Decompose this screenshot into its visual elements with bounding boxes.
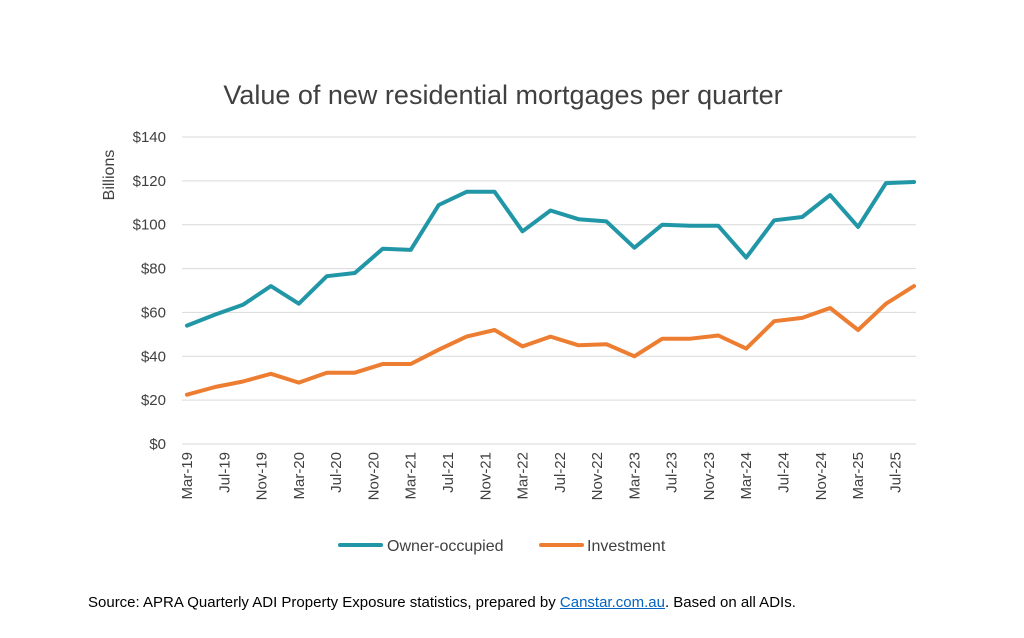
x-tick-label: Mar-25: [850, 452, 867, 500]
x-tick-label: Nov-22: [589, 452, 606, 500]
y-axis-ticks: $0 $20 $40 $60 $80 $100 $120 $140: [133, 129, 166, 453]
legend-label: Investment: [587, 538, 666, 555]
x-tick-label: Jul-23: [664, 452, 681, 493]
y-tick-label: $100: [133, 217, 166, 234]
x-tick-label: Jul-20: [328, 452, 345, 493]
x-tick-label: Mar-20: [291, 452, 308, 500]
x-tick-label: Jul-24: [776, 452, 793, 493]
y-tick-label: $20: [141, 392, 166, 409]
gridlines: [182, 136, 916, 445]
x-tick-label: Nov-19: [254, 452, 271, 500]
x-tick-label: Jul-25: [887, 452, 904, 493]
y-tick-label: $140: [133, 129, 166, 146]
x-tick-label: Nov-24: [813, 452, 830, 500]
x-tick-label: Mar-23: [626, 452, 643, 500]
x-tick-label: Mar-19: [179, 452, 196, 500]
canstar-link[interactable]: Canstar.com.au: [559, 594, 665, 611]
footnote-suffix: . Based on all ADIs.: [664, 594, 796, 611]
x-tick-label: Mar-22: [515, 452, 532, 500]
y-axis-label: Billions: [101, 150, 118, 201]
y-tick-label: $80: [141, 261, 166, 278]
y-tick-label: $40: [141, 348, 166, 365]
x-tick-label: Nov-20: [365, 452, 382, 500]
chart-title: Value of new residential mortgages per q…: [223, 80, 782, 110]
y-tick-label: $120: [133, 173, 166, 190]
footnote-prefix: Source: APRA Quarterly ADI Property Expo…: [88, 594, 560, 611]
x-tick-label: Jul-19: [216, 452, 233, 493]
legend-label: Owner-occupied: [387, 538, 504, 555]
source-footnote: Source: APRA Quarterly ADI Property Expo…: [88, 594, 796, 611]
chart: Value of new residential mortgages per q…: [101, 80, 916, 555]
x-axis-ticks: Mar-19 Jul-19 Nov-19 Mar-20 Jul-20 Nov-20 Mar-…: [179, 452, 904, 500]
x-tick-label: Nov-23: [701, 452, 718, 500]
y-tick-label: $0: [149, 436, 166, 453]
series-line-investment: [185, 284, 916, 397]
series-lines: [185, 180, 916, 397]
x-tick-label: Mar-24: [738, 452, 755, 500]
x-tick-label: Jul-22: [552, 452, 569, 493]
x-tick-label: Jul-21: [440, 452, 457, 493]
legend: Owner-occupied Investment: [338, 538, 666, 555]
y-tick-label: $60: [141, 304, 166, 321]
series-line-owner-occupied: [185, 180, 916, 328]
x-tick-label: Nov-21: [477, 452, 494, 500]
x-tick-label: Mar-21: [403, 452, 420, 500]
